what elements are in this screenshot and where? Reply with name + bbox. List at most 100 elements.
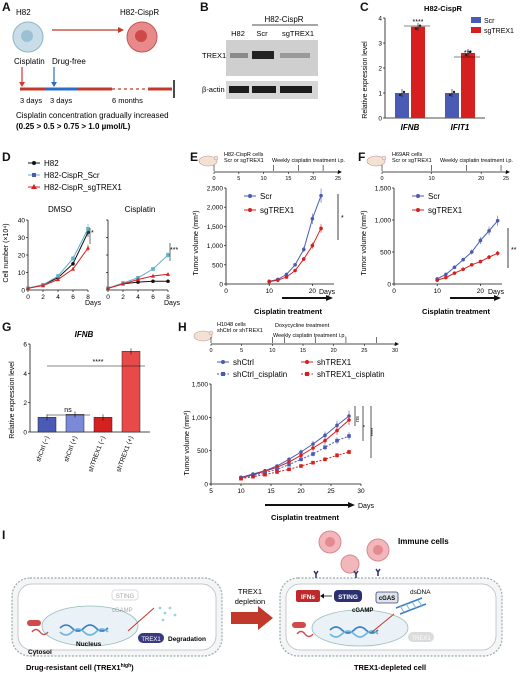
c-legend-swatch-sg bbox=[471, 27, 481, 33]
c-dot bbox=[468, 50, 472, 54]
h-series-0-point bbox=[335, 423, 339, 428]
h-note-1: H1048 cells bbox=[217, 322, 246, 328]
c-dot bbox=[452, 90, 456, 94]
panel-c-label: C bbox=[360, 0, 369, 14]
e-y-tick-label: 1,000 bbox=[207, 243, 224, 250]
panel-e-label: E bbox=[190, 150, 199, 164]
panel-b-label: B bbox=[200, 0, 209, 14]
d-dmso-1-point bbox=[56, 274, 60, 278]
panel-a-schematic: H82 H82-CispR Cisplatin Drug-free 3 days… bbox=[12, 8, 175, 131]
g-y-tick-label: 2 bbox=[23, 400, 27, 407]
panel-g-label: G bbox=[2, 320, 12, 334]
e-sgtrex1-point bbox=[284, 275, 289, 279]
panel-h-label: H bbox=[178, 320, 187, 334]
i-left-arrow bbox=[127, 607, 155, 632]
h-mouse-icon bbox=[193, 330, 214, 342]
f-sgtrex1-point bbox=[452, 271, 457, 275]
h-legend-4: shTREX1_cisplatin bbox=[317, 370, 385, 379]
i-cgamp: cGAMP bbox=[352, 608, 373, 614]
h-timeline-tick-label: 5 bbox=[240, 348, 243, 354]
f-scr-point bbox=[469, 250, 474, 254]
h-x-tick-label: 10 bbox=[237, 488, 245, 495]
c-legend-scr: Scr bbox=[484, 18, 495, 25]
f-legend-sg: sgTREX1 bbox=[428, 206, 463, 215]
e-scr-point bbox=[284, 272, 289, 277]
e-scr-point bbox=[310, 216, 315, 221]
f-scr-point bbox=[461, 257, 465, 262]
h-series-2-point bbox=[299, 457, 303, 462]
h-timeline-tick-label: 0 bbox=[209, 348, 212, 354]
e-legend-scr: Scr bbox=[260, 192, 272, 201]
i-left-trex1-label: TREX1 bbox=[141, 637, 161, 643]
h-series-0-point bbox=[287, 457, 291, 462]
i-left-sting-pathway: STING cGAMP bbox=[111, 589, 139, 614]
f-ylabel: Tumor volume (mm³) bbox=[361, 210, 368, 275]
d-cis-2-point bbox=[121, 281, 125, 286]
a-parent-label: H82 bbox=[16, 8, 31, 17]
b-group-label: H82-CispR bbox=[264, 15, 303, 24]
h-timeline-tick-label: 15 bbox=[300, 348, 306, 354]
d-cis-0-point bbox=[166, 279, 170, 284]
f-scr-point bbox=[487, 229, 491, 233]
f-sgtrex1-point bbox=[495, 251, 500, 256]
e-y-tick-label: 500 bbox=[212, 262, 223, 269]
c-y-tick-label: 4 bbox=[378, 16, 382, 23]
d-dmso-y-tick-label: 40 bbox=[18, 218, 26, 225]
h-note-4: Weekly cisplatin treatment i.p. bbox=[273, 333, 346, 339]
a-day2: 3 days bbox=[50, 96, 72, 105]
h-series-2-point bbox=[323, 445, 327, 450]
c-dot bbox=[414, 27, 418, 30]
e-mouse-icon bbox=[198, 155, 219, 167]
h-note-2: shCtrl or shTREX1 bbox=[217, 328, 263, 334]
i-dsdna: dsDNA bbox=[410, 589, 431, 596]
g-ylabel: Relative expression level bbox=[9, 361, 16, 439]
d-dmso-1-point bbox=[71, 256, 75, 261]
h-series-3-point bbox=[347, 450, 351, 454]
f-sgtrex1-point bbox=[444, 275, 448, 280]
h-series-1-point bbox=[335, 428, 339, 433]
c-y-tick-label: 0 bbox=[378, 116, 382, 123]
e-sgtrex1-point bbox=[310, 243, 315, 248]
h-series-3-point bbox=[299, 464, 303, 468]
d-cis-x-tick-label: 8 bbox=[166, 294, 170, 301]
i-left-fragments bbox=[158, 606, 177, 622]
a-parent-cell bbox=[12, 21, 44, 53]
c-y-tick-label: 1 bbox=[378, 91, 382, 98]
d-cis-2-point bbox=[166, 272, 170, 276]
h-series-3-point bbox=[311, 460, 315, 465]
e-scr-point bbox=[293, 263, 297, 267]
h-y-tick-label: 1,500 bbox=[192, 382, 209, 389]
h-series-2-point bbox=[311, 452, 315, 456]
h-series-3-point bbox=[239, 476, 243, 481]
h-ylabel: Tumor volume (mm³) bbox=[184, 410, 191, 475]
e-scr-point bbox=[319, 193, 323, 198]
h-series-0-point bbox=[311, 442, 315, 446]
f-note-2: Scr or sgTREX1 bbox=[392, 158, 432, 164]
d-cis-2-point bbox=[151, 273, 155, 278]
d-dmso-x-tick-label: 8 bbox=[86, 294, 90, 301]
c-sig-ifit1: *** bbox=[464, 50, 472, 57]
h-y-tick-label: 500 bbox=[197, 448, 208, 455]
d-cis-2-point bbox=[106, 286, 110, 290]
h-timeline-tick-label: 30 bbox=[392, 348, 398, 354]
d-dmso-2-point bbox=[86, 245, 90, 250]
c-legend-swatch-scr bbox=[471, 17, 481, 23]
b-row-1: TREX1 bbox=[202, 51, 226, 60]
e-timeline-tick-label: 15 bbox=[285, 176, 291, 182]
h-series-1-point bbox=[311, 446, 315, 450]
f-x-tick-label: 10 bbox=[434, 288, 442, 295]
e-sig: * bbox=[341, 215, 344, 222]
d-dmso-2-point bbox=[41, 283, 45, 288]
h-series-1-point bbox=[347, 418, 351, 422]
d-dmso-2-point bbox=[26, 286, 30, 290]
e-sgtrex1-line bbox=[269, 228, 322, 283]
c-dot bbox=[398, 93, 402, 97]
g-y-tick-label: 4 bbox=[23, 371, 27, 378]
h-note-3: Doxycycline treatment bbox=[275, 323, 330, 329]
i-left-trex1 bbox=[138, 633, 164, 643]
i-ifns: IFNs bbox=[301, 594, 315, 601]
d-dmso-2-line bbox=[27, 247, 89, 289]
h-arrow-label: Cisplatin treatment bbox=[271, 513, 339, 522]
e-x-tick-label: 10 bbox=[266, 288, 274, 295]
e-y-tick-label: 1,500 bbox=[207, 224, 224, 231]
